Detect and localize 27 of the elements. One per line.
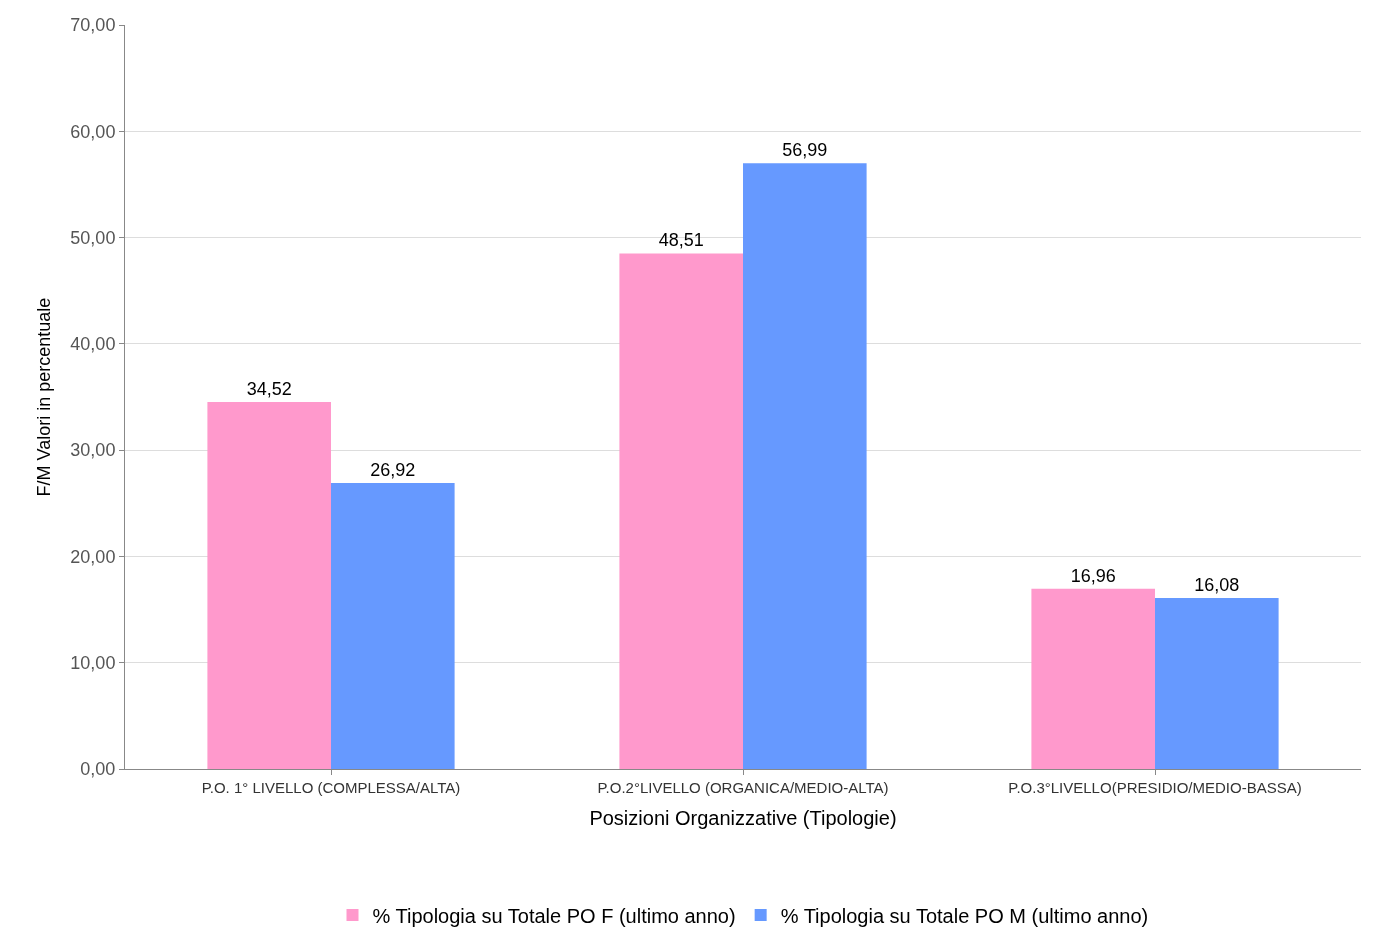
y-tick-label: 10,00 <box>70 653 116 674</box>
y-tick-label: 50,00 <box>70 227 116 248</box>
x-tick-label: P.O. 1° LIVELLO (COMPLESSA/ALTA) <box>201 779 461 796</box>
y-tick-label: 60,00 <box>70 121 116 142</box>
bar <box>1031 588 1155 769</box>
x-axis-title: Posizioni Organizzative (Tipologie) <box>589 806 897 829</box>
data-label: 56,99 <box>782 140 828 161</box>
data-label: 48,51 <box>658 230 704 251</box>
bar <box>1155 598 1279 769</box>
bar <box>619 253 743 769</box>
x-tick-label: P.O.2°LIVELLO (ORGANICA/MEDIO-ALTA) <box>597 779 889 796</box>
bar <box>331 482 455 769</box>
y-tick-label: 70,00 <box>70 15 116 36</box>
y-tick-label: 30,00 <box>70 440 116 461</box>
legend-label: % Tipologia su Totale PO M (ultimo anno) <box>780 904 1149 927</box>
y-axis-title: F/M Valori in percentuale <box>33 297 54 497</box>
data-label: 34,52 <box>246 379 292 400</box>
data-label: 26,92 <box>370 459 416 480</box>
y-tick-label: 40,00 <box>70 334 116 355</box>
legend-label: % Tipologia su Totale PO F (ultimo anno) <box>372 904 736 927</box>
bar <box>743 163 867 769</box>
data-label: 16,96 <box>1070 565 1116 586</box>
y-tick-label: 20,00 <box>70 546 116 567</box>
y-tick-label: 0,00 <box>80 759 116 780</box>
data-label: 16,08 <box>1194 575 1240 596</box>
bar <box>207 402 331 769</box>
x-tick-label: P.O.3°LIVELLO(PRESIDIO/MEDIO-BASSA) <box>1008 779 1302 796</box>
